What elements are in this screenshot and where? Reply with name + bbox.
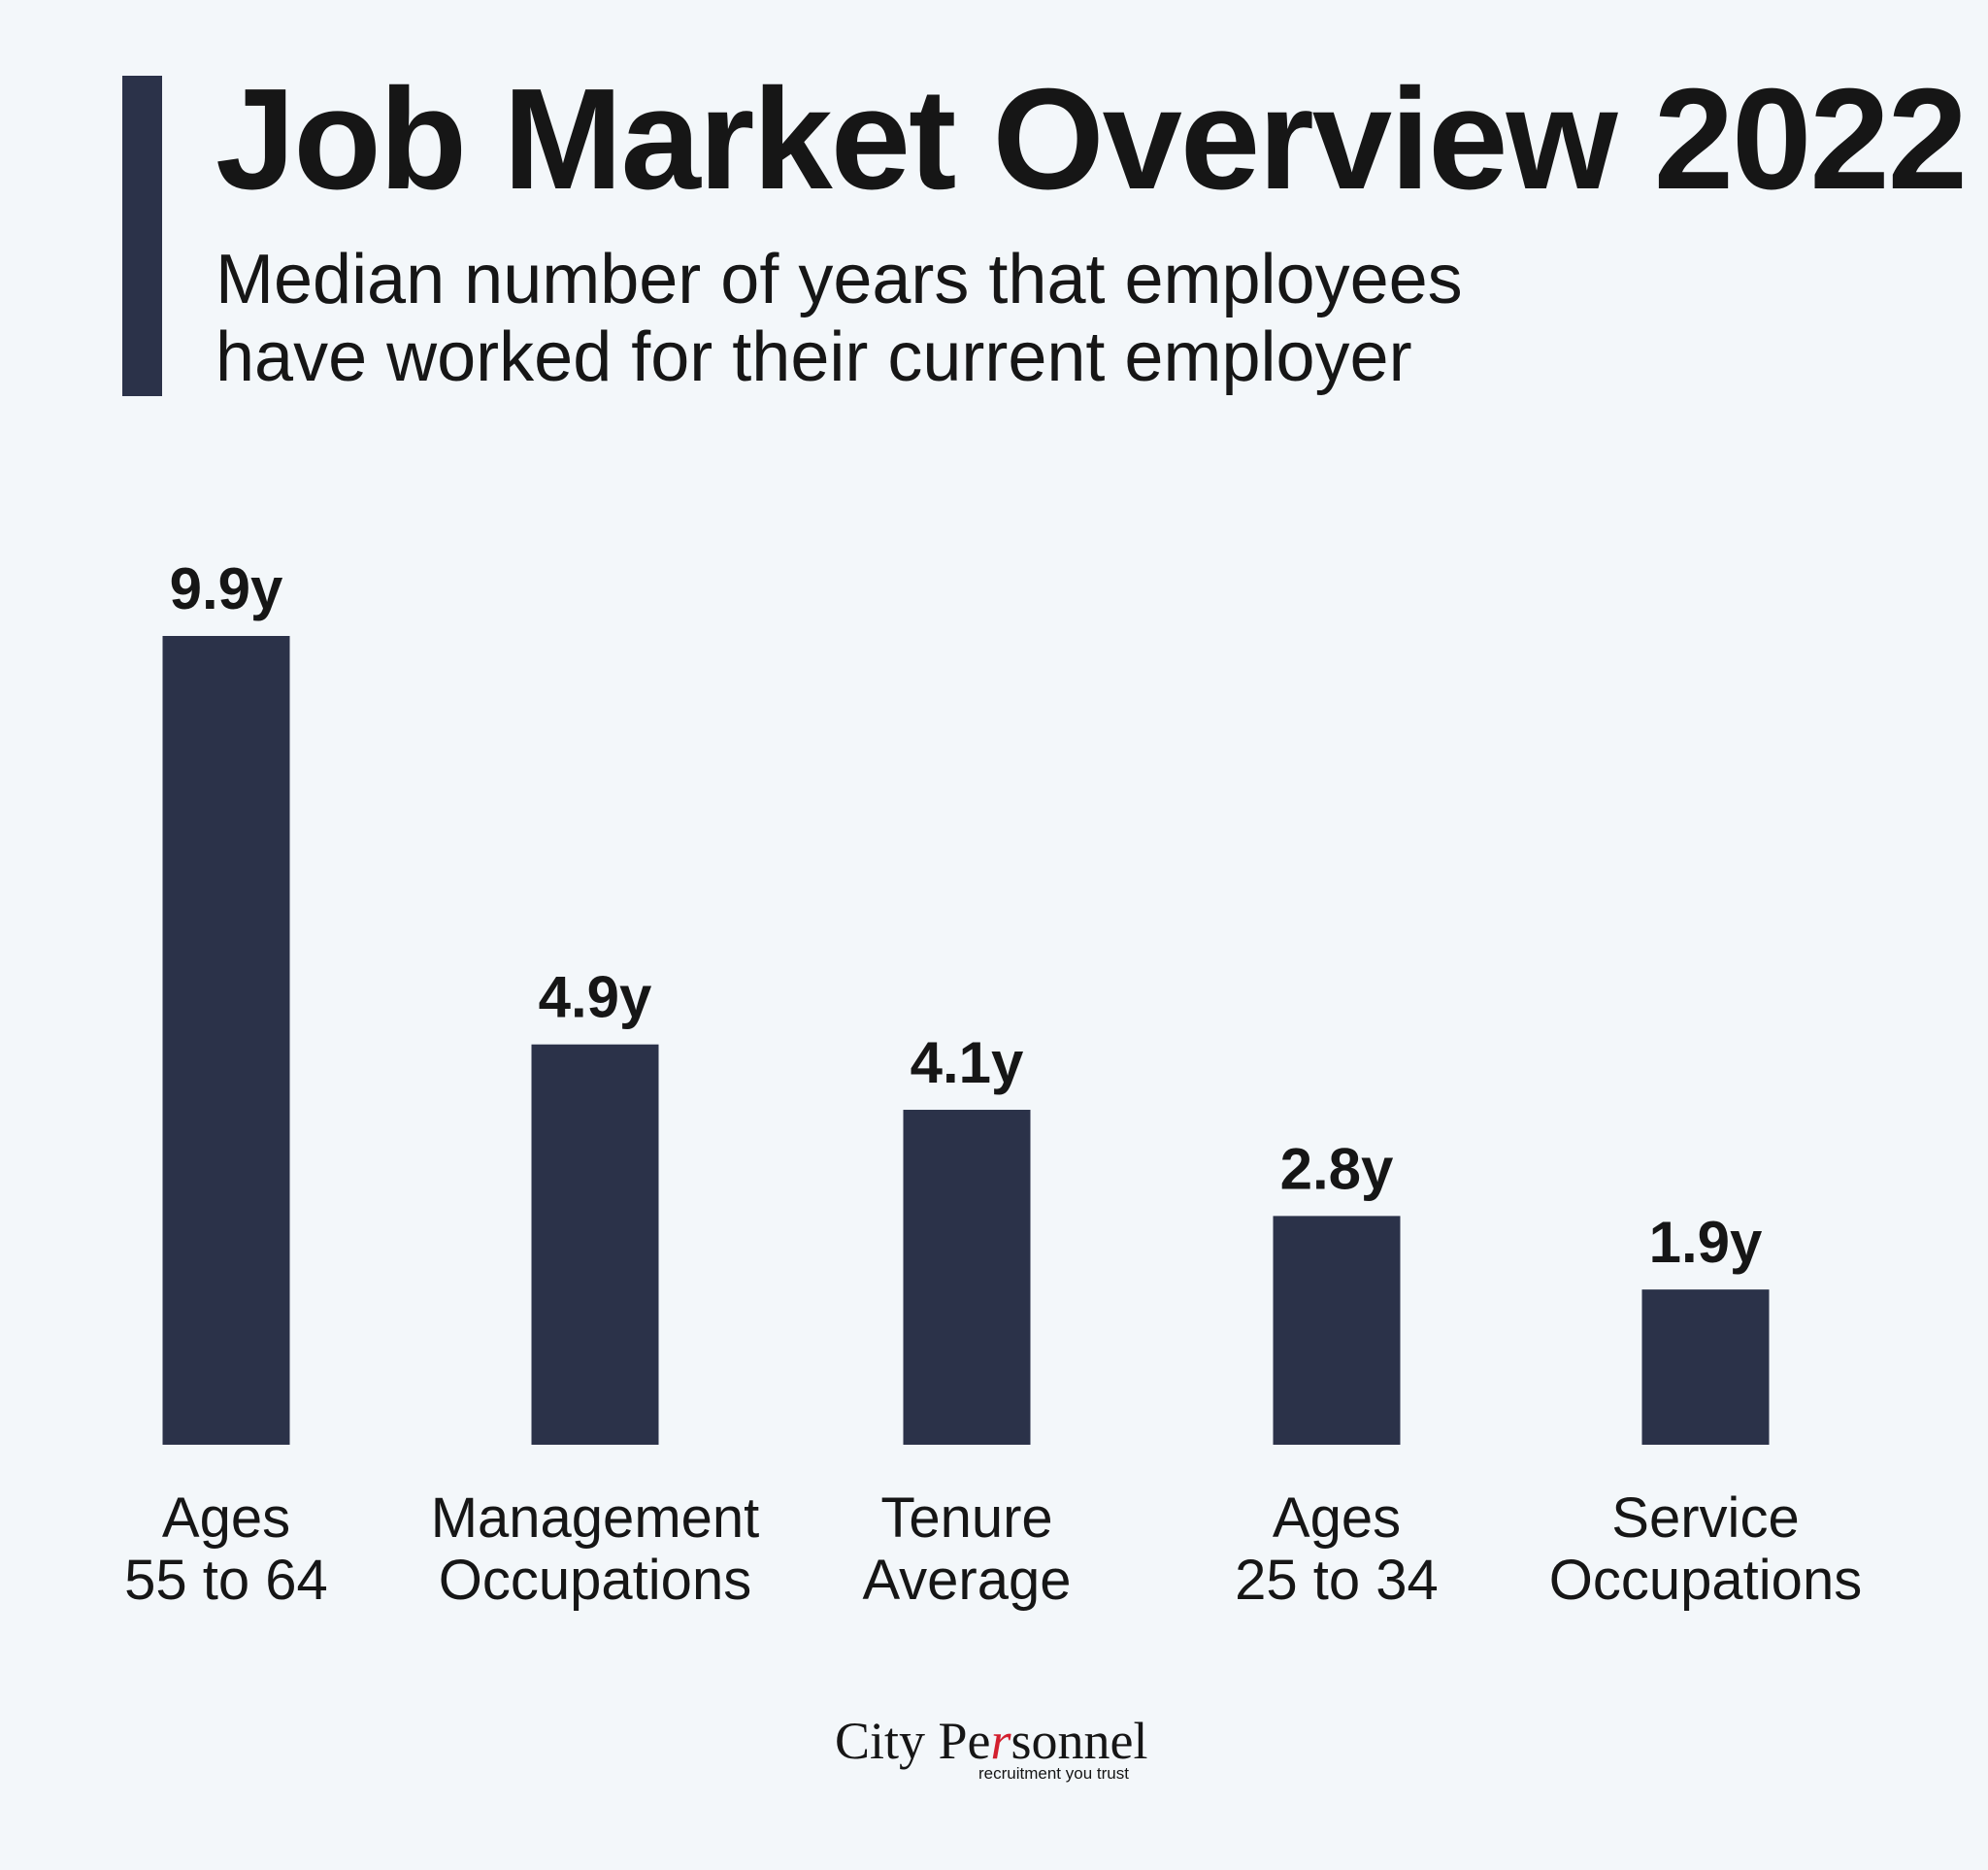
bar-value-label: 4.9y <box>539 965 652 1030</box>
category-label: Tenure <box>880 1486 1052 1550</box>
bar-1 <box>162 636 290 1445</box>
category-label: Occupations <box>1549 1549 1862 1612</box>
page-title: Job Market Overview 2022 <box>215 59 1968 219</box>
city-personnel-logo: City Personnel recruitment you trust <box>835 1712 1165 1809</box>
logo-tagline: recruitment you trust <box>978 1764 1129 1783</box>
bar-4 <box>1273 1216 1401 1445</box>
category-label: 55 to 64 <box>124 1549 328 1612</box>
category-label: Occupations <box>439 1549 751 1612</box>
category-label: Ages <box>162 1486 290 1550</box>
category-label: Service <box>1611 1486 1799 1550</box>
bar-5 <box>1641 1289 1770 1445</box>
subtitle-line-2: have worked for their current employer <box>215 318 1412 396</box>
bar-value-label: 2.8y <box>1280 1136 1394 1201</box>
category-label: Ages <box>1273 1486 1401 1550</box>
category-label: Management <box>431 1486 760 1550</box>
bar-2 <box>531 1044 659 1445</box>
logo-wordmark: City Personnel <box>835 1712 1148 1770</box>
bar-value-label: 1.9y <box>1649 1210 1763 1275</box>
chart-subtitle: Median number of years that employees ha… <box>215 241 1866 396</box>
bar-value-label: 4.1y <box>911 1030 1024 1095</box>
category-label: Average <box>863 1549 1072 1612</box>
bar-3 <box>903 1110 1031 1445</box>
subtitle-line-1: Median number of years that employees <box>215 241 1463 318</box>
category-label: 25 to 34 <box>1235 1549 1439 1612</box>
bar-value-label: 9.9y <box>170 556 283 621</box>
title-accent-bar <box>122 76 162 396</box>
